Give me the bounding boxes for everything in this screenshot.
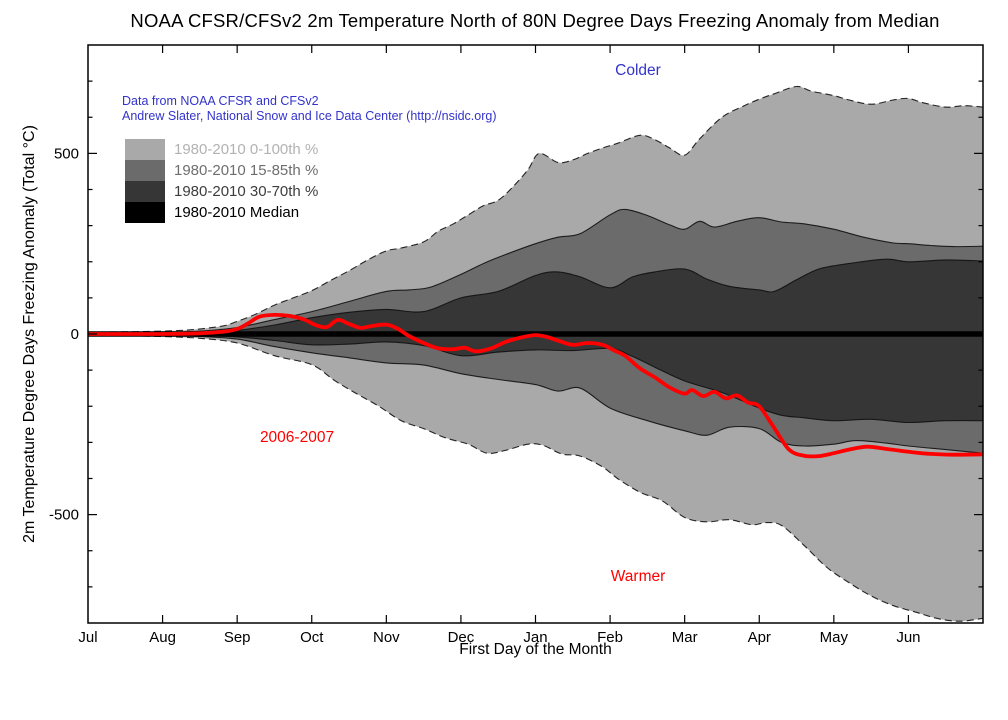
percentile-boundary-band-0-100th [88,85,983,333]
percentile-boundary-band-0-100th [88,334,983,622]
legend-label: 1980-2010 0-100th % [174,141,319,158]
percentile-boundary-band-30-70th [88,333,983,424]
y-axis-label: 2m Temperature Degree Days Freezing Anom… [21,125,38,543]
credit-line-1: Data from NOAA CFSR and CFSv2 [122,94,319,108]
legend-label: 1980-2010 30-70th % [174,183,319,200]
legend-label: 1980-2010 15-85th % [174,162,319,179]
chart-title: NOAA CFSR/CFSv2 2m Temperature North of … [130,10,940,31]
y-tick-label: -500 [49,507,79,524]
y-tick-label: 0 [71,326,79,343]
series-line-2006-2007 [88,312,983,459]
credit-text: Data from NOAA CFSR and CFSv2 Andrew Sla… [122,94,497,124]
x-tick-label: Dec [448,629,475,646]
x-tick-label: Aug [149,629,176,646]
legend-item-3: 1980-2010 Median [125,202,318,223]
x-tick-label: Sep [224,629,251,646]
legend-label: 1980-2010 Median [174,204,300,221]
legend-item-0: 1980-2010 0-100th % [125,139,318,160]
percentile-boundary-band-15-85th [88,334,983,454]
annotation-warmer: Warmer [610,568,666,585]
legend: 1980-2010 0-100th % 1980-2010 15-85th % 19… [125,139,318,223]
x-tick-label: Jun [896,629,920,646]
tick-labels: Jul Aug Sep Oct Nov Dec Jan Feb Mar Apr May Jun 500 0… [49,145,921,646]
x-tick-label: May [820,629,849,646]
legend-item-2: 1980-2010 30-70th % [125,181,318,202]
y-tick-label: 500 [54,145,79,162]
x-tick-label: Apr [748,629,771,646]
x-tick-label: Feb [597,629,623,646]
x-tick-label: Oct [300,629,324,646]
x-tick-label: Jul [78,629,97,646]
annotation-colder: Colder [615,62,661,79]
credit-line-2: Andrew Slater, National Snow and Ice Dat… [122,109,497,123]
legend-swatch [125,181,165,202]
x-tick-label: Jan [523,629,547,646]
annotation-2006-2007: 2006-2007 [259,429,335,446]
legend-swatch [125,202,165,223]
legend-swatch [125,160,165,181]
plot-area [88,85,983,622]
percentile-boundary-band-30-70th [88,258,983,335]
x-tick-label: Mar [672,629,698,646]
percentile-boundary-band-15-85th [88,208,983,334]
axis-ticks [88,45,983,623]
x-tick-label: Nov [373,629,400,646]
x-axis-label: First Day of the Month [459,641,612,658]
band-30-70th [88,259,983,423]
legend-swatch [125,139,165,160]
legend-item-1: 1980-2010 15-85th % [125,160,318,181]
